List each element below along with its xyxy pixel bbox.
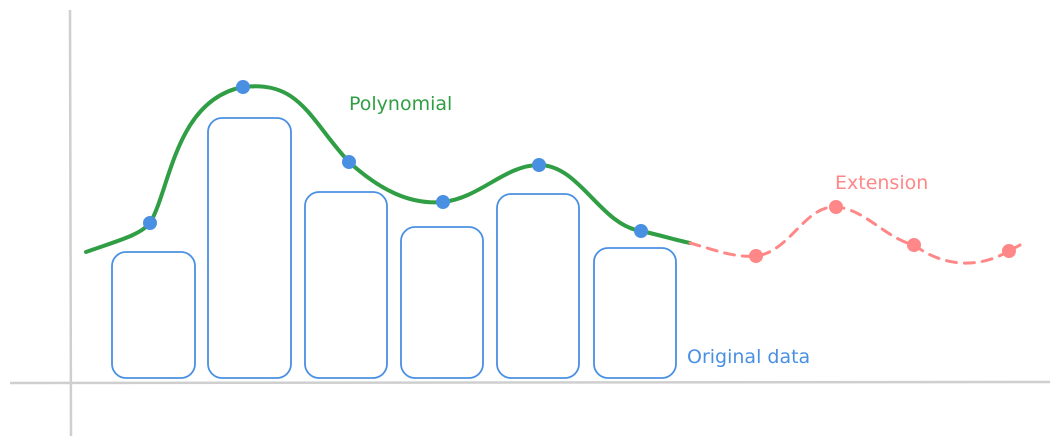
- data-point: [532, 158, 546, 172]
- original-data-bar: [207, 117, 292, 379]
- extension-point: [749, 249, 763, 263]
- original-data-bar: [400, 226, 484, 379]
- x-axis: [9, 380, 1051, 385]
- original-data-label: Original data: [687, 346, 810, 368]
- original-data-bar: [304, 191, 388, 379]
- extension-point: [1002, 244, 1016, 258]
- data-point: [634, 224, 648, 238]
- extension-point: [829, 200, 843, 214]
- data-point: [436, 195, 450, 209]
- y-axis: [68, 9, 73, 437]
- extension-curve: [688, 205, 1022, 265]
- polynomial-label: Polynomial: [349, 93, 452, 115]
- polynomial-curve: [84, 84, 692, 254]
- extension-label: Extension: [835, 172, 928, 194]
- original-data-bar: [593, 247, 677, 379]
- original-data-bar: [496, 193, 580, 379]
- data-point: [236, 80, 250, 94]
- data-point: [143, 216, 157, 230]
- data-point: [342, 155, 356, 169]
- original-data-bar: [111, 251, 196, 379]
- extension-point: [907, 238, 921, 252]
